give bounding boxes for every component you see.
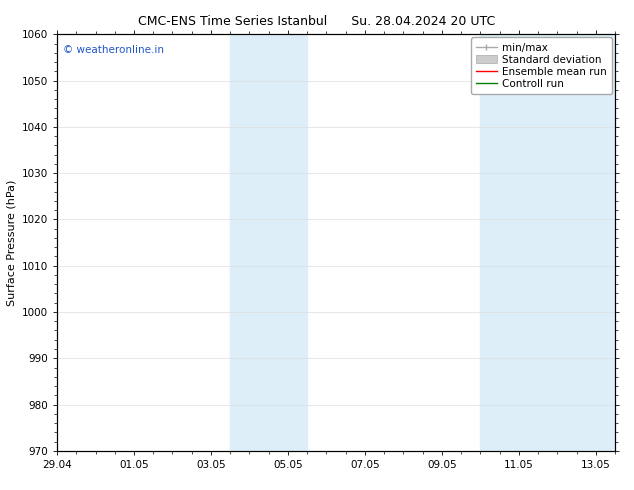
Text: CMC-ENS Time Series Istanbul      Su. 28.04.2024 20 UTC: CMC-ENS Time Series Istanbul Su. 28.04.2… xyxy=(138,15,496,28)
Bar xyxy=(481,34,615,451)
Y-axis label: Surface Pressure (hPa): Surface Pressure (hPa) xyxy=(6,179,16,306)
Bar xyxy=(230,34,307,451)
Text: © weatheronline.in: © weatheronline.in xyxy=(63,45,164,55)
Legend: min/max, Standard deviation, Ensemble mean run, Controll run: min/max, Standard deviation, Ensemble me… xyxy=(470,37,612,94)
